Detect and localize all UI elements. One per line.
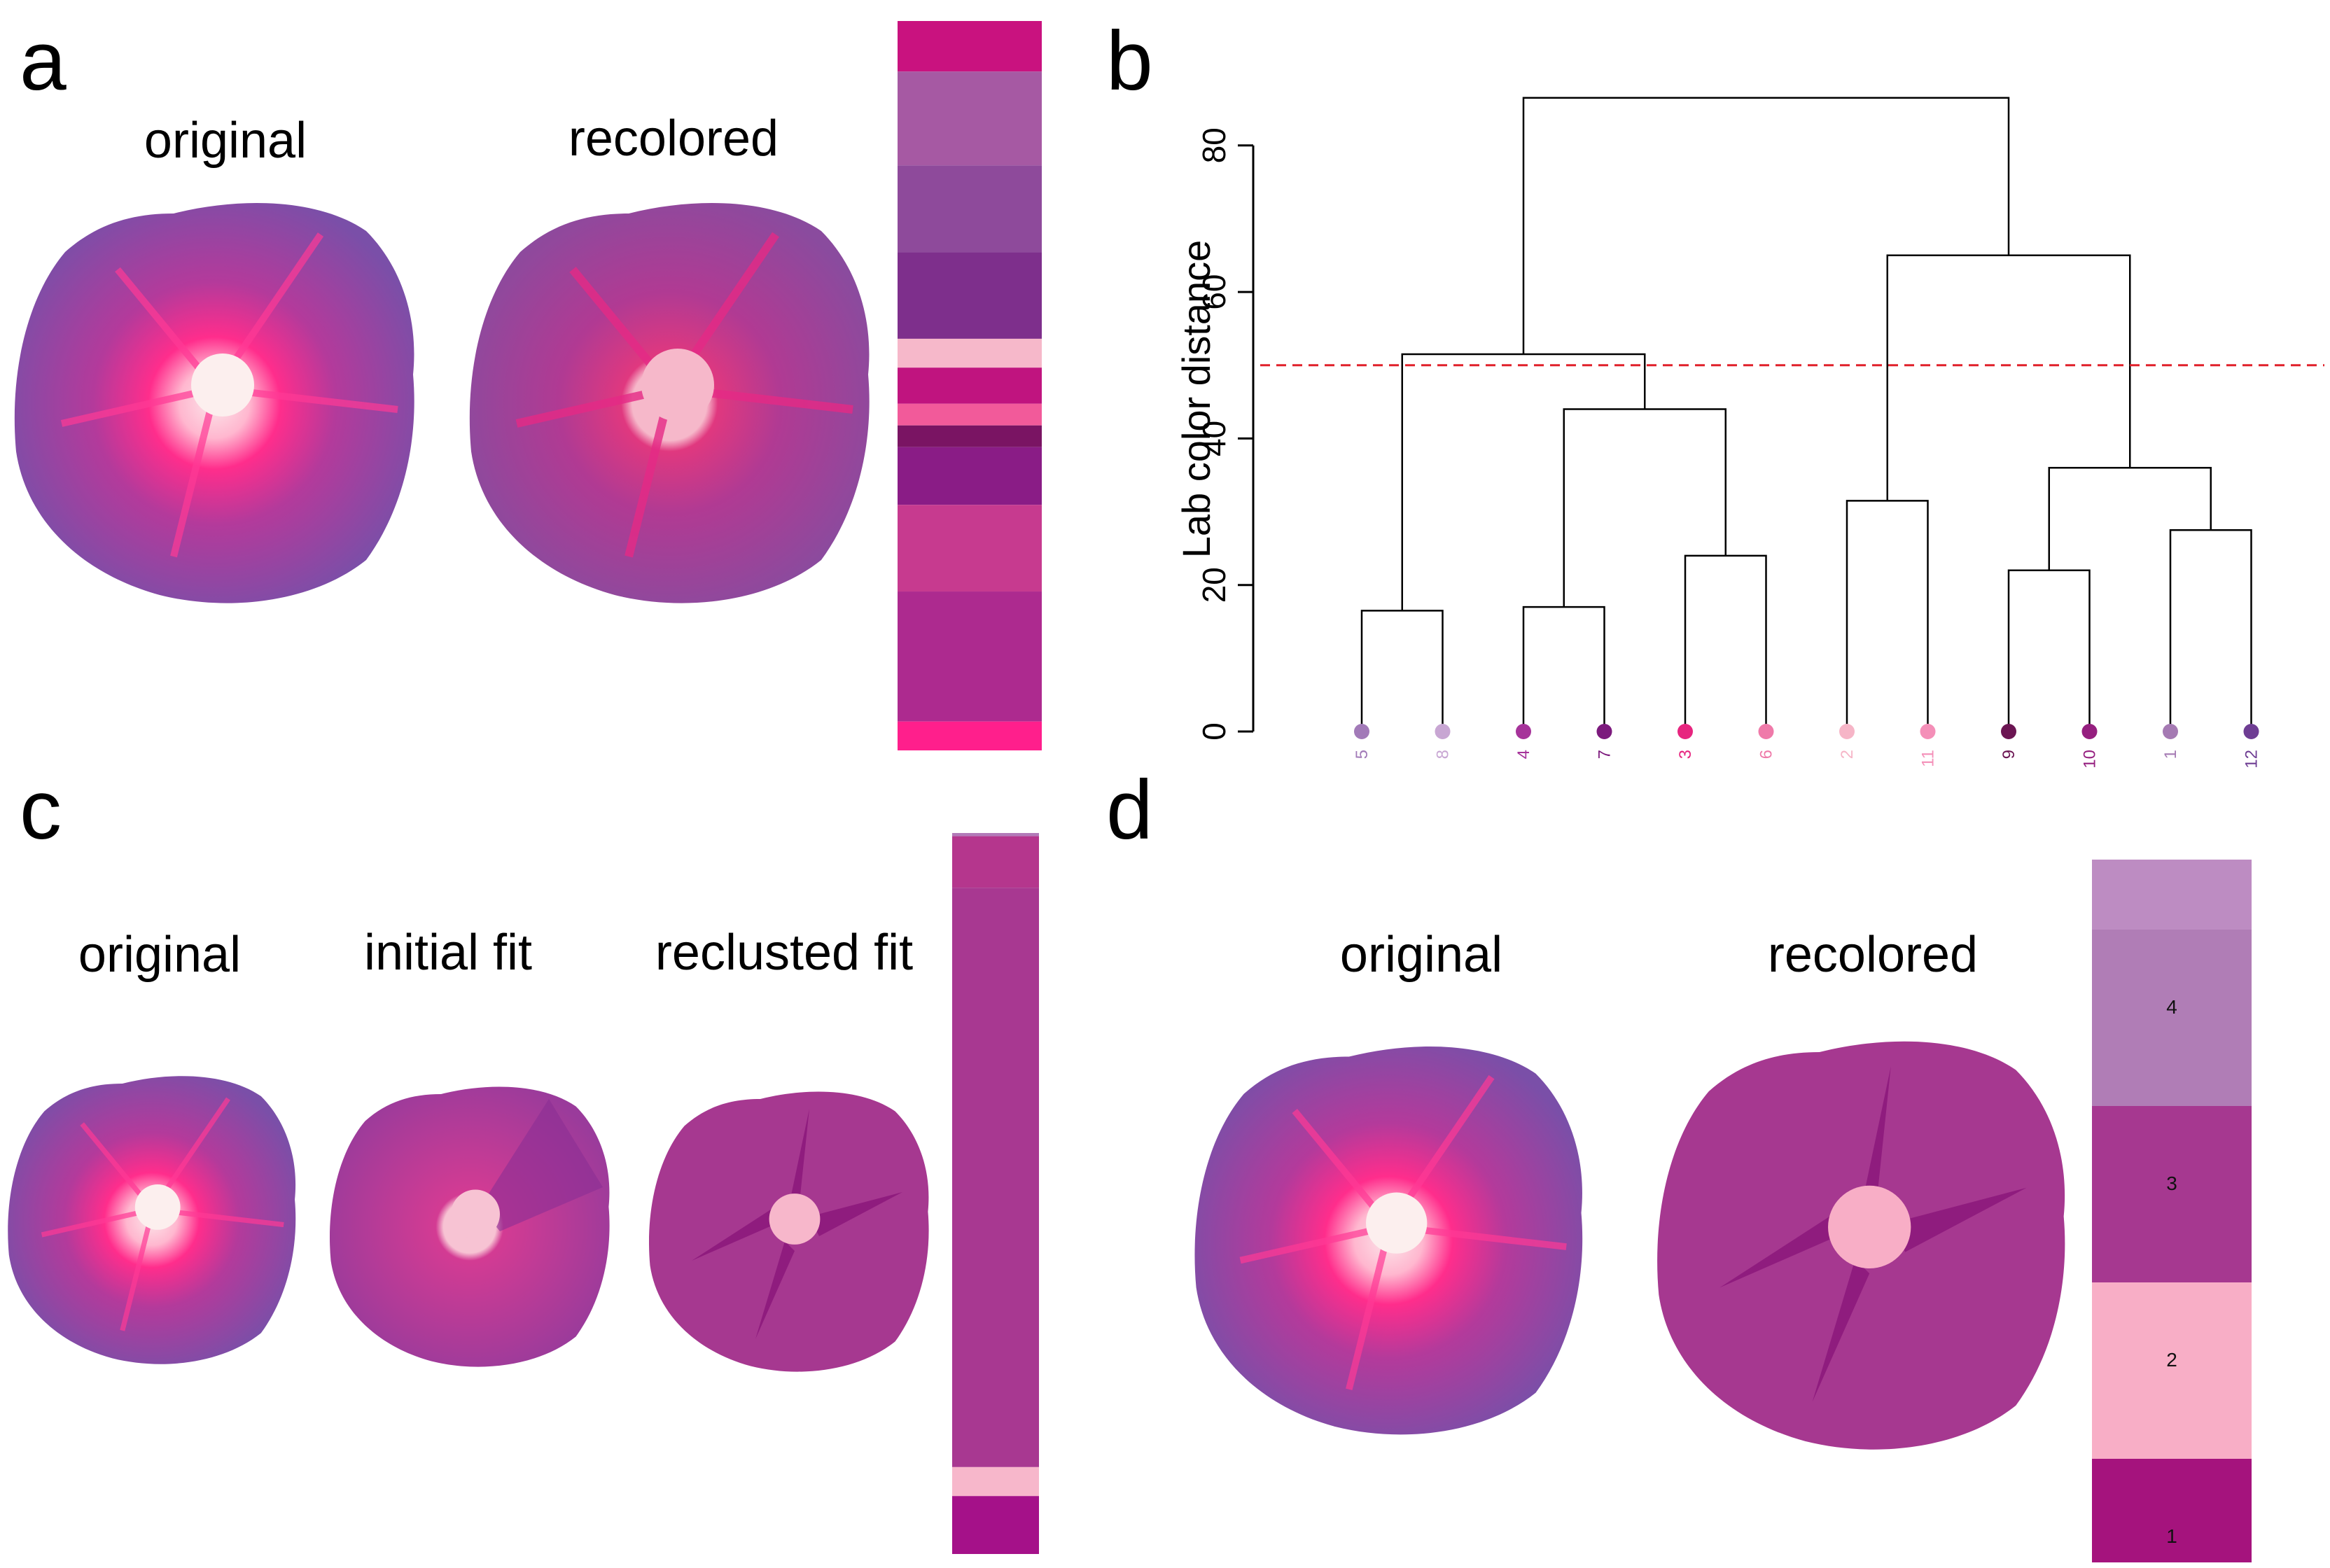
flower-d-original (1194, 1046, 1583, 1435)
caption-a-original: original (144, 113, 307, 169)
panel-b: b 0 20 40 60 80 5 8 4 7 3 6 2 11 9 10 1 12 Lab color dis… (1106, 14, 2324, 769)
caption-d-original: original (1340, 927, 1502, 983)
color-swatch (2092, 1282, 2252, 1459)
leaf-label: 8 (1434, 750, 1453, 759)
dendrogram-link (1886, 254, 2131, 501)
leaf-label: 7 (1596, 750, 1614, 759)
leaf-marker (2243, 724, 2259, 739)
color-swatch (2092, 1106, 2252, 1282)
panel-letter-a: a (20, 14, 67, 108)
flower-c-reclusted-fit (648, 1091, 929, 1372)
color-swatch (898, 338, 1042, 368)
color-swatch (898, 592, 1042, 722)
flower-c-initial-fit (329, 1086, 610, 1367)
dendrogram-link (1684, 554, 1767, 732)
panel-d: d original recolored 4 3 2 1 (1106, 763, 2252, 1562)
color-bar-c (952, 833, 1039, 1554)
color-swatch (898, 252, 1042, 339)
color-bar-d: 4 3 2 1 (2092, 860, 2252, 1562)
dendrogram-link (1360, 610, 1444, 732)
leaf-marker (1758, 724, 1774, 739)
leaf-marker (2001, 724, 2016, 739)
flower-a-original (14, 203, 414, 603)
color-swatch (898, 21, 1042, 72)
leaf-marker (1354, 724, 1369, 739)
color-swatch (898, 447, 1042, 505)
color-swatch (952, 1466, 1039, 1497)
y-tick-label: 60 (1196, 274, 1232, 310)
dendrogram-link (1563, 408, 1726, 608)
color-swatch (898, 165, 1042, 253)
leaf-label: 9 (2000, 750, 2018, 759)
leaf-label: 12 (2242, 750, 2261, 769)
dendrogram-link (1401, 353, 1646, 611)
leaf-label: 10 (2081, 750, 2100, 769)
swatch-label: 2 (2166, 1349, 2177, 1371)
panel-letter-b: b (1106, 14, 1153, 108)
caption-c-original: original (78, 927, 241, 983)
leaf-marker (2081, 724, 2098, 739)
dendrogram: 0 20 40 60 80 5 8 4 7 3 6 2 11 9 10 1 12 (1196, 97, 2324, 769)
dendrogram-link (2048, 467, 2212, 570)
flower-d-recolored (1657, 1041, 2065, 1450)
panel-letter-c: c (20, 763, 62, 857)
color-swatch (952, 888, 1039, 1467)
color-swatch (2092, 1459, 2252, 1562)
panel-c: c original initial fit reclusted fit (8, 763, 1039, 1554)
leaf-label: 2 (1838, 750, 1857, 759)
leaf-label: 4 (1514, 750, 1533, 759)
color-swatch (952, 836, 1039, 888)
color-swatch (898, 71, 1042, 166)
swatch-label: 3 (2166, 1172, 2177, 1194)
y-axis-label: Lab color distance (1174, 240, 1218, 559)
dendrogram-link (2007, 569, 2091, 732)
leaf-label: 1 (2161, 750, 2180, 759)
leaf-label: 6 (1757, 750, 1776, 759)
leaf-label: 5 (1353, 750, 1372, 759)
y-tick-label: 40 (1196, 421, 1232, 456)
y-tick-label: 80 (1196, 127, 1232, 163)
color-swatch (898, 403, 1042, 426)
caption-c-reclusted-fit: reclusted fit (655, 925, 913, 981)
color-bar-a (898, 21, 1042, 750)
caption-c-initial-fit: initial fit (364, 925, 532, 981)
dendrogram-link (1522, 606, 1605, 732)
dendrogram-link (1522, 97, 2010, 355)
leaf-label: 11 (1919, 750, 1938, 767)
color-swatch (952, 833, 1039, 836)
color-swatch (898, 368, 1042, 404)
swatch-label: 1 (2166, 1525, 2177, 1547)
swatch-label: 4 (2166, 996, 2177, 1018)
flower-c-original (8, 1076, 296, 1364)
leaf-label: 3 (1676, 750, 1695, 759)
color-swatch (952, 1496, 1039, 1554)
dendrogram-link (2169, 528, 2252, 732)
leaf-marker (1596, 724, 1612, 739)
color-swatch (898, 721, 1042, 750)
color-swatch (898, 505, 1042, 592)
caption-d-recolored: recolored (1768, 927, 1978, 983)
color-swatch (2092, 930, 2252, 1106)
caption-a-recolored: recolored (568, 111, 779, 167)
dendrogram-link (1846, 500, 1929, 732)
leaf-marker (1677, 724, 1693, 739)
leaf-marker (1920, 724, 1936, 739)
y-tick-label: 20 (1196, 567, 1232, 603)
leaf-marker (1435, 724, 1451, 739)
leaf-marker (1839, 724, 1855, 739)
panel-a: a original recolored (14, 14, 1042, 750)
color-swatch (2092, 860, 2252, 930)
leaf-marker (1516, 724, 1531, 739)
color-swatch (898, 425, 1042, 447)
leaf-marker (2163, 724, 2178, 739)
flower-a-recolored (469, 203, 870, 603)
panel-letter-d: d (1106, 763, 1153, 857)
y-tick-label: 0 (1196, 722, 1232, 741)
